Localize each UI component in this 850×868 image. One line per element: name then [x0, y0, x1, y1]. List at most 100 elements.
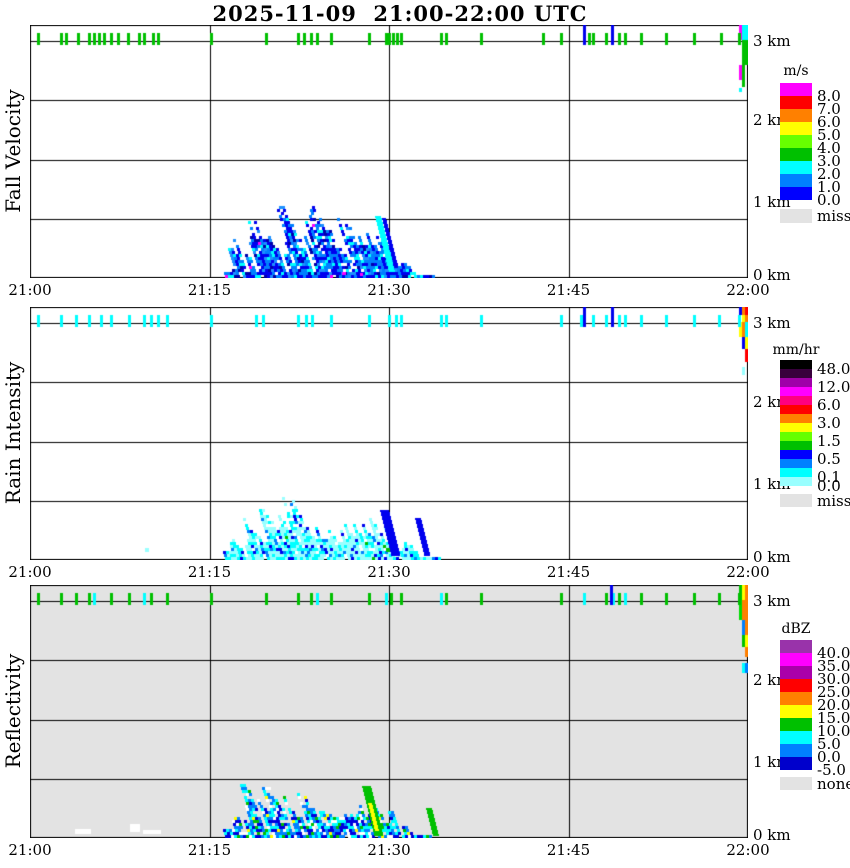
legend-value-label: 2.0: [817, 165, 841, 183]
legend-color-block: [780, 174, 812, 187]
legend-color-block: [780, 122, 812, 135]
legend-value-label: 0.5: [817, 450, 841, 468]
legend-value-label: 1.0: [817, 178, 841, 196]
legend-color-block: [780, 705, 812, 718]
x-tick-label: 21:30: [367, 841, 411, 859]
x-tick-label: 21:45: [546, 841, 591, 859]
panel-rain-intensity: [30, 307, 748, 560]
legend-value-label: 0.0: [817, 191, 841, 209]
legend-missing-block: [780, 777, 812, 790]
legend-color-block: [780, 360, 812, 369]
legend-color-block: [780, 666, 812, 679]
legend-color-block: [780, 459, 812, 468]
legend-color-block: [780, 378, 812, 387]
height-tick-label: 0 km: [753, 548, 791, 566]
legend-value-label: 3.0: [817, 414, 841, 432]
x-tick-label: 21:00: [8, 281, 52, 299]
height-tick-label: 3 km: [753, 314, 791, 332]
height-tick-label: 3 km: [753, 592, 791, 610]
legend-color-block: [780, 83, 812, 96]
legend-value-label: 6.0: [817, 113, 841, 131]
legend-value-label: 0.0: [817, 748, 841, 766]
legend-color-block: [780, 744, 812, 757]
legend-value-label: 10.0: [817, 722, 850, 740]
legend-title-ms: m/s: [783, 63, 809, 79]
legend-value-label: -5.0: [817, 761, 846, 779]
legend-color-block: [780, 653, 812, 666]
legend-color-block: [780, 640, 812, 653]
legend-color-block: [780, 405, 812, 414]
rain-intensity-heatmap: [30, 307, 748, 560]
legend-color-block: [780, 423, 812, 432]
y-axis-label-fall-velocity: Fall Velocity: [1, 89, 25, 213]
x-tick-label: 21:30: [367, 281, 411, 299]
x-tick-label: 21:45: [546, 563, 591, 581]
panel-fall-velocity: [30, 25, 748, 278]
legend-missing-block: [780, 494, 812, 507]
x-tick-label: 22:00: [726, 841, 770, 859]
legend-color-block: [780, 477, 812, 486]
legend-color-block: [780, 414, 812, 423]
legend-color-block: [780, 96, 812, 109]
legend-value-label: 15.0: [817, 709, 850, 727]
chart-title: 2025-11-09 21:00-22:00 UTC: [212, 1, 588, 26]
y-axis-label-rain-intensity: Rain Intensity: [1, 361, 25, 505]
legend-value-label: 4.0: [817, 139, 841, 157]
legend-title-mmhr: mm/hr: [772, 342, 820, 358]
x-tick-label: 22:00: [726, 563, 770, 581]
height-tick-label: 0 km: [753, 266, 791, 284]
panel-reflectivity: [30, 585, 748, 838]
x-tick-label: 22:00: [726, 281, 770, 299]
legend-value-label: 12.0: [817, 378, 850, 396]
legend-color-block: [780, 441, 812, 450]
legend-value-label: 35.0: [817, 657, 850, 675]
legend-color-block: [780, 148, 812, 161]
legend-value-label: 6.0: [817, 396, 841, 414]
x-tick-label: 21:15: [187, 841, 232, 859]
legend-color-block: [780, 161, 812, 174]
legend-value-label: 5.0: [817, 735, 841, 753]
legend-value-label: 7.0: [817, 100, 841, 118]
height-tick-label: 0 km: [753, 826, 791, 844]
x-tick-label: 21:15: [187, 281, 232, 299]
height-tick-label: 3 km: [753, 32, 791, 50]
reflectivity-heatmap: [30, 585, 748, 838]
legend-missing-block: [780, 209, 812, 223]
legend-color-block: [780, 692, 812, 705]
legend-value-label: 5.0: [817, 126, 841, 144]
legend-color-block: [780, 432, 812, 441]
legend-color-block: [780, 387, 812, 396]
legend-value-label: 8.0: [817, 87, 841, 105]
legend-color-block: [780, 679, 812, 692]
legend-title-dbz: dBZ: [781, 621, 811, 637]
legend-color-block: [780, 757, 812, 770]
x-tick-label: 21:00: [8, 841, 52, 859]
legend-color-block: [780, 396, 812, 405]
legend-value-label: 30.0: [817, 670, 850, 688]
legend-value-label: 40.0: [817, 644, 850, 662]
legend-color-block: [780, 450, 812, 459]
y-axis-label-reflectivity: Reflectivity: [1, 653, 25, 769]
legend-value-label: 48.0: [817, 360, 850, 378]
x-tick-label: 21:45: [546, 281, 591, 299]
fall-velocity-heatmap: [30, 25, 748, 278]
legend-value-label: 3.0: [817, 152, 841, 170]
legend-color-block: [780, 135, 812, 148]
legend-color-block: [780, 718, 812, 731]
x-tick-label: 21:30: [367, 563, 411, 581]
legend-value-label: 0.0: [817, 477, 841, 495]
legend-missing-label: none: [817, 774, 850, 793]
legend-color-block: [780, 468, 812, 477]
legend-value-label: 20.0: [817, 696, 850, 714]
legend-color-block: [780, 187, 812, 200]
x-tick-label: 21:15: [187, 563, 232, 581]
legend-color-block: [780, 731, 812, 744]
legend-color-block: [780, 109, 812, 122]
legend-value-label: 1.5: [817, 432, 841, 450]
legend-value-label: 25.0: [817, 683, 850, 701]
legend-missing-label: miss: [817, 207, 850, 225]
legend-value-label: 0.1: [817, 468, 841, 486]
legend-color-block: [780, 369, 812, 378]
legend-missing-label: miss: [817, 491, 850, 510]
